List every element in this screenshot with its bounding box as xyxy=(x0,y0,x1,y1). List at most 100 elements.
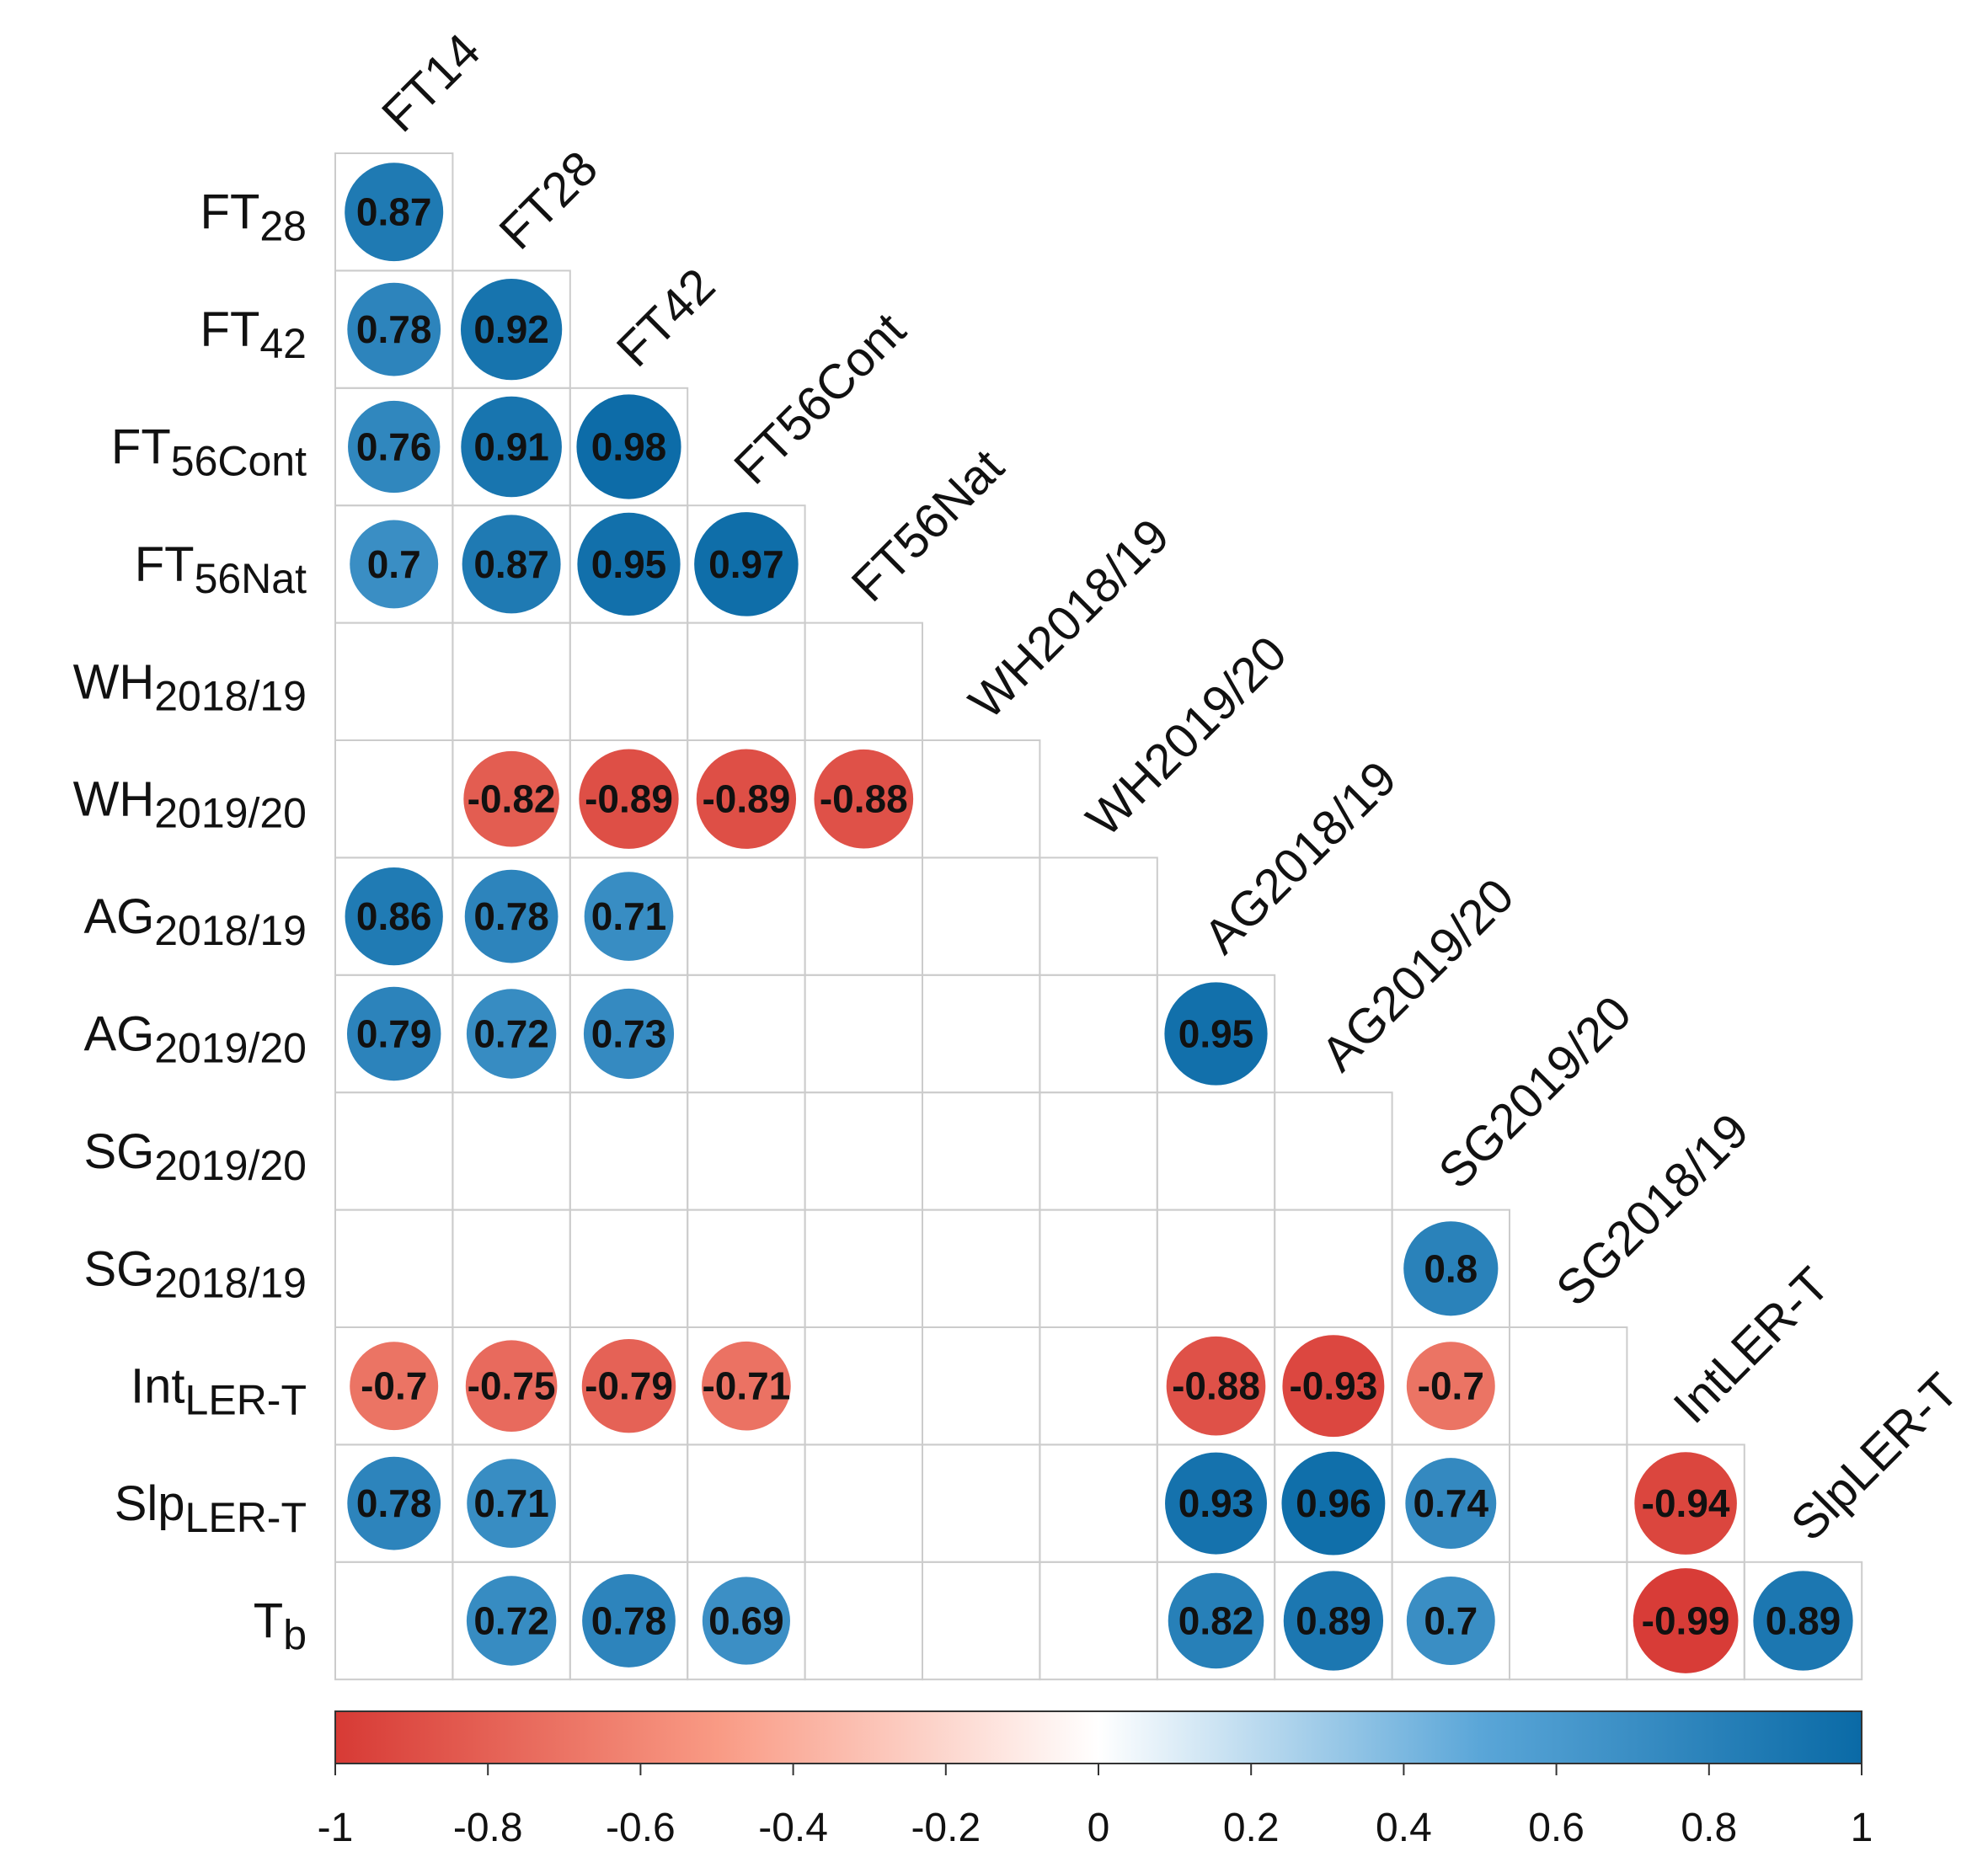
correlation-circle xyxy=(350,520,439,609)
correlation-value: 0.69 xyxy=(708,1599,784,1643)
correlation-circle xyxy=(581,1338,676,1433)
correlation-circle xyxy=(1405,1458,1497,1550)
colorbar-tick-label: 0.2 xyxy=(1223,1806,1280,1850)
correlation-circle xyxy=(347,1456,441,1550)
row-label: SlpLER-T xyxy=(115,1476,307,1541)
correlation-value: 0.78 xyxy=(591,1599,667,1643)
grid-cell xyxy=(334,739,454,859)
grid-cell xyxy=(804,1209,923,1328)
correlation-value: -0.89 xyxy=(585,777,673,821)
correlation-value: 0.76 xyxy=(356,425,432,469)
correlation-value: 0.96 xyxy=(1296,1481,1371,1525)
grid-cell xyxy=(334,622,454,741)
grid-cell xyxy=(334,1091,454,1211)
grid-cell xyxy=(1039,1091,1158,1211)
correlation-value: -0.75 xyxy=(468,1364,556,1408)
correlation-circle xyxy=(464,869,558,963)
correlation-circle xyxy=(1168,1572,1264,1669)
correlation-value: -0.82 xyxy=(468,777,556,821)
correlation-value: 0.82 xyxy=(1178,1599,1254,1643)
correlation-circle xyxy=(584,872,674,961)
column-label: WH2019/20 xyxy=(1076,626,1297,847)
correlation-value: -0.7 xyxy=(1418,1364,1484,1408)
correlation-value: -0.93 xyxy=(1289,1364,1377,1408)
grid-cell xyxy=(804,1091,923,1211)
grid-cell xyxy=(1039,856,1158,976)
correlation-value: 0.92 xyxy=(473,307,549,351)
grid-cell xyxy=(569,1443,689,1563)
correlation-circle xyxy=(1282,1335,1385,1438)
colorbar-gradient xyxy=(334,1710,1862,1764)
correlation-value: 0.91 xyxy=(473,425,549,469)
colorbar-tick-label: 0.4 xyxy=(1376,1806,1432,1850)
correlation-circle xyxy=(466,1576,557,1666)
grid-cell xyxy=(1039,1561,1158,1681)
colorbar-tick-label: 0.6 xyxy=(1528,1806,1585,1850)
correlation-value: 0.95 xyxy=(1178,1012,1254,1056)
grid-cell xyxy=(1274,1209,1393,1328)
correlation-value: 0.87 xyxy=(473,542,549,586)
correlation-value: 0.98 xyxy=(591,425,667,469)
correlation-circle xyxy=(1166,1336,1266,1436)
correlation-circle xyxy=(345,163,444,262)
correlation-value: 0.97 xyxy=(708,542,784,586)
correlation-circle xyxy=(1165,1452,1267,1555)
correlation-circle xyxy=(465,1340,558,1432)
correlation-value: -0.94 xyxy=(1642,1481,1730,1525)
correlation-value: 0.78 xyxy=(473,894,549,938)
correlation-value: -0.99 xyxy=(1642,1599,1730,1643)
correlation-circle xyxy=(1633,1568,1739,1673)
correlation-value: 0.71 xyxy=(591,894,667,938)
row-label: WH2018/19 xyxy=(73,654,307,719)
grid-cell xyxy=(687,974,806,1094)
colorbar-tick-label: -1 xyxy=(318,1806,354,1850)
grid-cell xyxy=(1039,974,1158,1094)
grid-cell xyxy=(569,622,689,741)
correlation-circle xyxy=(467,1459,556,1548)
grid-cell xyxy=(922,739,1041,859)
correlation-value: -0.88 xyxy=(1172,1364,1260,1408)
row-label: Tb xyxy=(254,1594,307,1659)
correlation-circle xyxy=(579,749,679,849)
column-label: IntLER-T xyxy=(1663,1257,1840,1434)
correlation-circle xyxy=(1406,1342,1495,1431)
grid-cell xyxy=(922,1091,1041,1211)
correlation-circle xyxy=(1403,1221,1499,1316)
column-label: FT56Cont xyxy=(724,302,916,494)
correlation-circle xyxy=(694,512,799,616)
grid-cell xyxy=(687,1209,806,1328)
column-label: SlpLER-T xyxy=(1781,1363,1969,1551)
grid-cell xyxy=(922,856,1041,976)
grid-cell xyxy=(804,1561,923,1681)
grid-cell xyxy=(452,1209,571,1328)
correlation-value: 0.78 xyxy=(356,1481,432,1525)
colorbar-tick-label: -0.2 xyxy=(911,1806,981,1850)
row-label: IntLER-T xyxy=(131,1359,307,1424)
correlation-circle xyxy=(1281,1451,1386,1555)
colorbar-tick-label: -0.8 xyxy=(453,1806,523,1850)
correlation-circle xyxy=(1283,1571,1384,1671)
grid-cell xyxy=(1509,1443,1628,1563)
correlation-circle xyxy=(1753,1571,1853,1671)
correlation-circle xyxy=(702,1341,791,1431)
correlation-circle xyxy=(1164,982,1268,1086)
row-label: WH2019/20 xyxy=(73,772,307,837)
correlation-circle xyxy=(347,282,441,376)
correlation-value: 0.87 xyxy=(356,190,432,234)
correlation-circle xyxy=(346,986,441,1081)
colorbar-tick-label: -0.4 xyxy=(758,1806,828,1850)
correlation-value: -0.7 xyxy=(361,1364,427,1408)
correlation-value: 0.89 xyxy=(1296,1599,1371,1643)
correlation-circle xyxy=(462,515,561,614)
grid-lines xyxy=(334,152,1863,1681)
grid-cell xyxy=(334,1561,454,1681)
column-label: FT56Nat xyxy=(842,439,1015,612)
correlation-value: 0.7 xyxy=(367,542,421,586)
grid-cell xyxy=(1156,1209,1276,1328)
grid-cell xyxy=(1039,1443,1158,1563)
grid-cell xyxy=(1156,1091,1276,1211)
correlation-circle xyxy=(577,512,681,616)
correlation-circle xyxy=(466,989,557,1079)
column-label: FT14 xyxy=(371,24,491,143)
